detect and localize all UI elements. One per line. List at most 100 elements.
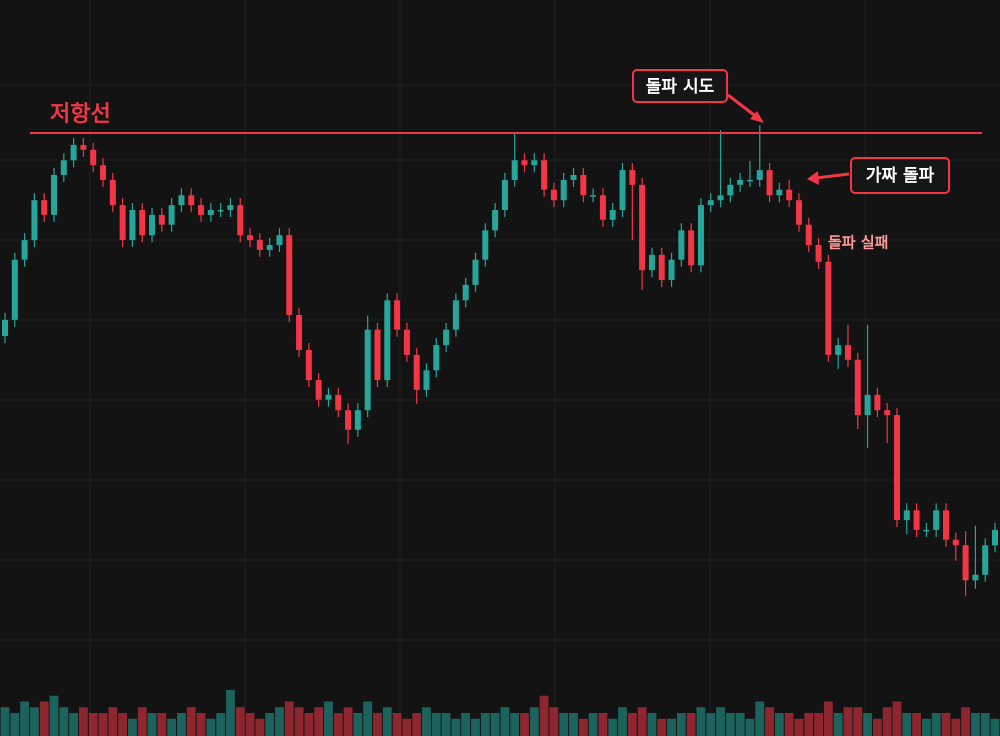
candle-body bbox=[805, 224, 812, 245]
candle-body bbox=[433, 345, 440, 371]
volume-bar bbox=[137, 707, 147, 736]
arrow-head bbox=[750, 111, 764, 123]
volume-bar bbox=[157, 713, 167, 736]
candle-body bbox=[580, 175, 587, 196]
volume-bar bbox=[676, 713, 686, 736]
volume-bar bbox=[921, 718, 931, 736]
candle-body bbox=[462, 284, 469, 301]
volume-bar bbox=[461, 713, 471, 736]
candles bbox=[2, 125, 998, 596]
candle-body bbox=[403, 329, 410, 355]
volume-bar bbox=[961, 707, 971, 736]
volume-bar bbox=[235, 707, 245, 736]
volume-bar bbox=[520, 713, 529, 736]
volume-bar bbox=[716, 707, 725, 736]
candle-body bbox=[648, 254, 655, 271]
volume-bar bbox=[941, 713, 951, 736]
volume-bar bbox=[275, 707, 284, 736]
volume-bar bbox=[951, 718, 961, 736]
volume-bar bbox=[422, 707, 431, 736]
candle-body bbox=[962, 545, 969, 581]
candle-body bbox=[374, 329, 381, 381]
candle-body bbox=[688, 230, 695, 266]
volume-bar bbox=[578, 718, 588, 736]
candle-body bbox=[521, 160, 528, 166]
volume-bar bbox=[539, 695, 549, 736]
volume-bar bbox=[647, 713, 657, 736]
candle-body bbox=[854, 359, 861, 416]
volume-bar bbox=[931, 713, 941, 736]
volume-bar bbox=[569, 713, 578, 736]
candle-body bbox=[746, 179, 753, 182]
candle-body bbox=[590, 195, 597, 197]
volume-bar bbox=[451, 718, 461, 736]
volume-bar bbox=[304, 713, 314, 736]
candle-body bbox=[188, 195, 195, 206]
candle-body bbox=[844, 345, 851, 360]
candle-body bbox=[247, 235, 254, 241]
candle-body bbox=[923, 529, 930, 532]
candle-body bbox=[217, 210, 224, 212]
volume-bar bbox=[706, 713, 716, 736]
volume-bar bbox=[990, 718, 1000, 736]
candle-body bbox=[629, 170, 636, 185]
volume-bar bbox=[333, 713, 343, 736]
candle-body bbox=[678, 230, 685, 260]
volume-bar bbox=[686, 713, 696, 736]
candle-body bbox=[41, 200, 48, 215]
volume-bar bbox=[745, 718, 755, 736]
candle-body bbox=[325, 394, 332, 400]
candle-body bbox=[443, 329, 450, 346]
volume-bar bbox=[412, 713, 422, 736]
volume-bar bbox=[774, 713, 784, 736]
candle-body bbox=[345, 410, 352, 430]
candle-body bbox=[492, 210, 499, 231]
volume-bar bbox=[833, 713, 843, 736]
volume-bar bbox=[186, 707, 196, 736]
candle-body bbox=[668, 259, 675, 280]
volume-bar bbox=[206, 718, 216, 736]
candle-body bbox=[129, 210, 136, 241]
candle-body bbox=[786, 189, 793, 201]
candle-body bbox=[227, 205, 234, 210]
candle-body bbox=[884, 410, 891, 416]
volume-bar bbox=[382, 707, 392, 736]
candle-body bbox=[482, 230, 489, 260]
candle-body bbox=[737, 179, 744, 185]
candle-body bbox=[305, 350, 312, 381]
candle-body bbox=[501, 179, 508, 210]
candle-body bbox=[51, 175, 58, 215]
candle-body bbox=[178, 195, 185, 206]
volume-bar bbox=[765, 707, 774, 736]
candle-body bbox=[286, 235, 293, 315]
candle-body bbox=[80, 144, 87, 150]
annotation-text: 가짜 돌파 bbox=[866, 166, 935, 186]
candle-body bbox=[874, 394, 881, 411]
volume-bar bbox=[843, 707, 853, 736]
candle-body bbox=[168, 205, 175, 225]
candle-body bbox=[707, 200, 714, 206]
candle-body bbox=[335, 394, 342, 411]
candle-body bbox=[364, 329, 371, 411]
candle-body bbox=[354, 410, 361, 430]
volume-bar bbox=[863, 713, 872, 736]
volume-bar bbox=[794, 718, 804, 736]
volume-bar bbox=[324, 701, 333, 736]
volume-bar bbox=[392, 713, 402, 736]
volume-bar bbox=[118, 713, 128, 736]
volume-bar bbox=[59, 707, 69, 736]
candle-body bbox=[893, 415, 900, 521]
volume-bar bbox=[294, 707, 304, 736]
candle-body bbox=[913, 510, 920, 530]
candle-body bbox=[452, 300, 459, 330]
candle-body bbox=[756, 170, 763, 180]
candle-body bbox=[609, 210, 616, 220]
volume-bar bbox=[265, 713, 275, 736]
volume-bar bbox=[343, 707, 353, 736]
candle-body bbox=[982, 545, 989, 575]
annotation-box bbox=[850, 157, 950, 194]
volume-bar bbox=[20, 701, 30, 736]
